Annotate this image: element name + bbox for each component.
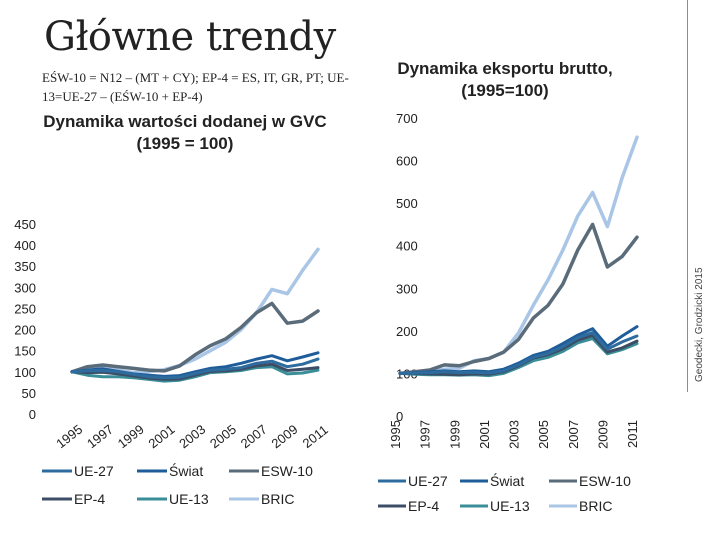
left-legend-label-3: EP-4 [74, 491, 105, 507]
left-ytick-450: 450 [14, 217, 36, 232]
right-legend-label-4: UE-13 [490, 498, 530, 514]
right-chart-title: Dynamika eksportu brutto, (1995=100) [397, 59, 613, 100]
left-series-ep-4 [70, 362, 320, 381]
left-series-ue-27 [70, 357, 320, 380]
right-series-ue-27 [398, 331, 639, 375]
definitions-note: EŚW-10 = N12 – (MT + CY); EP-4 = ES, IT,… [42, 70, 349, 104]
right-legend-label-3: EP-4 [408, 498, 439, 514]
left-legend-label-5: BRIC [261, 491, 294, 507]
left-ytick-350: 350 [14, 259, 36, 274]
page-title: Główne trendy [44, 14, 336, 60]
left-series-esw-10 [70, 301, 320, 374]
left-legend-label-1: Świat [169, 462, 203, 479]
left-chart-title: Dynamika wartości dodanej w GVC (1995 = … [43, 112, 327, 153]
right-ytick-700: 700 [396, 111, 418, 126]
left-legend-label-4: UE-13 [169, 491, 209, 507]
right-xtick-2007: 2007 [566, 420, 581, 449]
right-ytick-300: 300 [396, 281, 418, 296]
right-legend-label-1: Świat [490, 472, 524, 489]
left-ytick-150: 150 [14, 344, 36, 359]
vertical-divider [687, 0, 688, 392]
left-ytick-250: 250 [14, 301, 36, 316]
right-legend-label-0: UE-27 [408, 473, 448, 489]
left-ytick-300: 300 [14, 280, 36, 295]
right-ytick-500: 500 [396, 196, 418, 211]
right-ytick-0: 0 [396, 409, 403, 424]
right-xtick-2011: 2011 [625, 420, 640, 448]
right-xtick-2001: 2001 [477, 420, 492, 449]
left-ytick-100: 100 [14, 365, 36, 380]
left-ytick-200: 200 [14, 323, 36, 338]
left-ytick-50: 50 [22, 386, 36, 401]
left-series-ue-13 [70, 365, 320, 383]
left-legend-label-2: ESW-10 [261, 463, 313, 479]
right-series-esw-10 [398, 222, 639, 376]
right-xtick-2009: 2009 [595, 420, 610, 449]
right-xtick-2003: 2003 [507, 420, 522, 449]
right-xtick-1999: 1999 [447, 420, 462, 449]
right-ytick-600: 600 [396, 154, 418, 169]
left-ytick-0: 0 [29, 407, 36, 422]
left-ytick-400: 400 [14, 238, 36, 253]
right-ytick-400: 400 [396, 239, 418, 254]
right-legend-label-2: ESW-10 [579, 473, 631, 489]
right-xtick-1997: 1997 [418, 420, 433, 449]
right-xtick-2005: 2005 [536, 420, 551, 449]
right-ytick-200: 200 [396, 324, 418, 339]
right-xtick-1995: 1995 [388, 420, 403, 449]
left-legend-label-0: UE-27 [74, 463, 114, 479]
right-legend-label-5: BRIC [579, 498, 612, 514]
